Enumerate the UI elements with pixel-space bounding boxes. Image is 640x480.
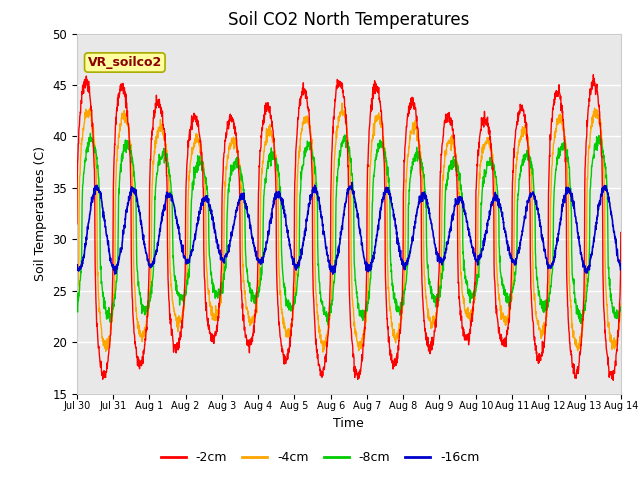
Title: Soil CO2 North Temperatures: Soil CO2 North Temperatures — [228, 11, 470, 29]
X-axis label: Time: Time — [333, 417, 364, 430]
Y-axis label: Soil Temperatures (C): Soil Temperatures (C) — [34, 146, 47, 281]
Legend: -2cm, -4cm, -8cm, -16cm: -2cm, -4cm, -8cm, -16cm — [156, 446, 484, 469]
Text: VR_soilco2: VR_soilco2 — [88, 56, 162, 69]
